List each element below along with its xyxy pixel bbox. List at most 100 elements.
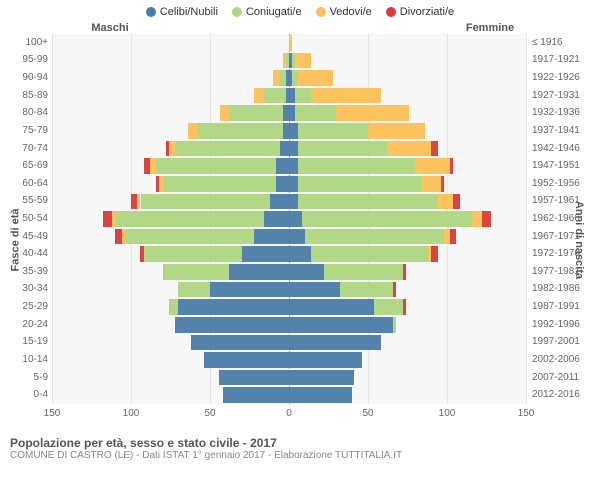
bar-segment: [289, 211, 302, 227]
age-label: 55-59: [0, 195, 48, 206]
female-bar: [289, 263, 526, 281]
pyramid-row: [52, 369, 526, 387]
bar-segment: [340, 282, 394, 298]
female-label: Femmine: [300, 22, 600, 34]
bar-segment: [295, 88, 311, 104]
bar-segment: [305, 229, 444, 245]
female-bar: [289, 316, 526, 334]
female-bar: [289, 386, 526, 404]
bar-segment: [219, 370, 289, 386]
bar-segment: [393, 317, 396, 333]
bar-segment: [336, 105, 409, 121]
female-bar: [289, 369, 526, 387]
chart-footer: Popolazione per età, sesso e stato civil…: [0, 432, 600, 461]
bar-segment: [324, 264, 403, 280]
age-label: 40-44: [0, 248, 48, 259]
bar-segment: [422, 176, 441, 192]
male-bar: [52, 104, 289, 122]
bar-segment: [103, 211, 112, 227]
bar-segment: [450, 158, 453, 174]
legend-label: Divorziati/e: [400, 6, 454, 18]
x-tick-label: 50: [362, 408, 373, 419]
birth-year-label: 1942-1946: [532, 143, 592, 154]
bar-segment: [163, 176, 277, 192]
bar-segment: [264, 88, 286, 104]
age-label: 15-19: [0, 336, 48, 347]
bar-segment: [295, 105, 336, 121]
bar-segment: [169, 299, 178, 315]
bar-segment: [115, 229, 121, 245]
pyramid-row: [52, 316, 526, 334]
bar-segment: [302, 211, 473, 227]
x-tick-label: 150: [518, 408, 535, 419]
bar-segment: [368, 123, 425, 139]
legend-item: Divorziati/e: [386, 6, 454, 18]
female-bar: [289, 34, 526, 52]
female-bar: [289, 228, 526, 246]
bar-segment: [220, 105, 229, 121]
female-bar: [289, 87, 526, 105]
female-bar: [289, 175, 526, 193]
bar-segment: [156, 176, 159, 192]
chart-title: Popolazione per età, sesso e stato civil…: [10, 436, 590, 450]
male-bar: [52, 122, 289, 140]
bar-segment: [254, 88, 263, 104]
gender-header: Maschi Femmine: [0, 22, 600, 34]
age-label: 0-4: [0, 389, 48, 400]
pyramid-row: [52, 334, 526, 352]
bar-segment: [482, 211, 491, 227]
age-label: 65-69: [0, 160, 48, 171]
birth-year-label: 2012-2016: [532, 389, 592, 400]
pyramid-row: [52, 281, 526, 299]
bar-segment: [229, 105, 283, 121]
bar-segment: [169, 141, 175, 157]
chart-subtitle: COMUNE DI CASTRO (LE) - Dati ISTAT 1° ge…: [10, 450, 590, 461]
age-label: 70-74: [0, 143, 48, 154]
age-label: 75-79: [0, 125, 48, 136]
bar-segment: [472, 211, 481, 227]
x-tick-label: 100: [439, 408, 456, 419]
female-bar: [289, 193, 526, 211]
female-bar: [289, 334, 526, 352]
bar-segment: [289, 282, 340, 298]
bar-segment: [393, 282, 396, 298]
bar-segment: [438, 194, 454, 210]
x-tick-label: 50: [204, 408, 215, 419]
pyramid-row: [52, 210, 526, 228]
age-label: 90-94: [0, 72, 48, 83]
bar-segment: [289, 229, 305, 245]
male-bar: [52, 334, 289, 352]
bar-segment: [289, 246, 311, 262]
pyramid-row: [52, 298, 526, 316]
female-bar: [289, 69, 526, 87]
male-bar: [52, 245, 289, 263]
bar-segment: [112, 211, 115, 227]
male-bar: [52, 175, 289, 193]
bar-segment: [289, 335, 381, 351]
pyramid-row: [52, 104, 526, 122]
bar-segment: [178, 299, 289, 315]
bar-segment: [122, 229, 125, 245]
bar-segment: [289, 176, 298, 192]
bar-segment: [311, 246, 428, 262]
bar-segment: [289, 264, 324, 280]
bar-segment: [178, 282, 210, 298]
male-bar: [52, 228, 289, 246]
bar-segment: [150, 158, 156, 174]
bar-segment: [273, 70, 279, 86]
male-bar: [52, 52, 289, 70]
pyramid-row: [52, 228, 526, 246]
bar-segment: [229, 264, 289, 280]
bar-segment: [264, 211, 289, 227]
male-bar: [52, 34, 289, 52]
female-bar: [289, 140, 526, 158]
male-bar: [52, 69, 289, 87]
female-bar: [289, 52, 526, 70]
male-bar: [52, 157, 289, 175]
age-label: 25-29: [0, 301, 48, 312]
male-bar: [52, 351, 289, 369]
age-label: 100+: [0, 37, 48, 48]
age-label: 80-84: [0, 107, 48, 118]
male-bar: [52, 298, 289, 316]
birth-year-label: 1917-1921: [532, 54, 592, 65]
